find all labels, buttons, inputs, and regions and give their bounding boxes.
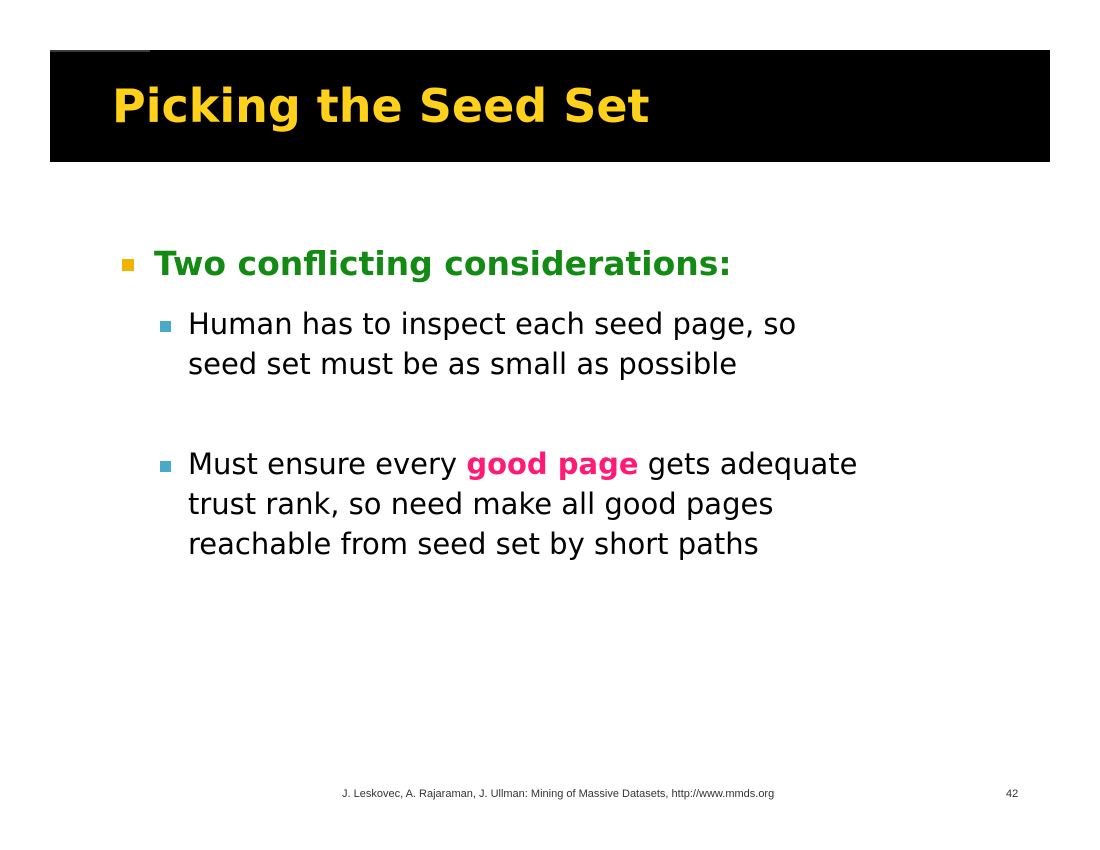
sub-bullet-line: reachable from seed set by short paths <box>188 527 759 561</box>
square-bullet-icon <box>122 259 134 271</box>
sub-bullet-text: Human has to inspect each seed page, so … <box>188 304 1060 384</box>
sub-bullet-line: Must ensure every good page gets adequat… <box>188 444 1060 484</box>
footer: J. Leskovec, A. Rajaraman, J. Ullman: Mi… <box>0 786 1100 802</box>
sub-bullet-text-after: gets adequate <box>638 447 858 481</box>
sub-bullet-line: seed set must be as small as possible <box>188 347 738 381</box>
sub-bullet-text: Must ensure every good page gets adequat… <box>188 444 1060 564</box>
square-bullet-icon <box>160 321 171 332</box>
title-bar: Picking the Seed Set <box>50 50 1050 162</box>
sub-bullet-line: trust rank, so need make all good pages <box>188 487 774 521</box>
title-bar-accent <box>50 50 150 52</box>
highlight-good-page: good page <box>466 447 639 481</box>
slide-title: Picking the Seed Set <box>112 79 650 133</box>
page-number: 42 <box>1006 788 1019 800</box>
square-bullet-icon <box>160 461 171 472</box>
bullet-level1-text: Two conflicting considerations: <box>154 244 732 283</box>
sub-bullet-text-before: Must ensure every <box>188 447 467 481</box>
bullet-level1: Two conflicting considerations: <box>122 236 732 292</box>
footer-citation: J. Leskovec, A. Rajaraman, J. Ullman: Mi… <box>342 788 775 800</box>
sub-bullet-line: Human has to inspect each seed page, so <box>188 307 797 341</box>
sub-bullet: Must ensure every good page gets adequat… <box>160 444 1060 564</box>
sub-bullet: Human has to inspect each seed page, so … <box>160 304 1060 384</box>
